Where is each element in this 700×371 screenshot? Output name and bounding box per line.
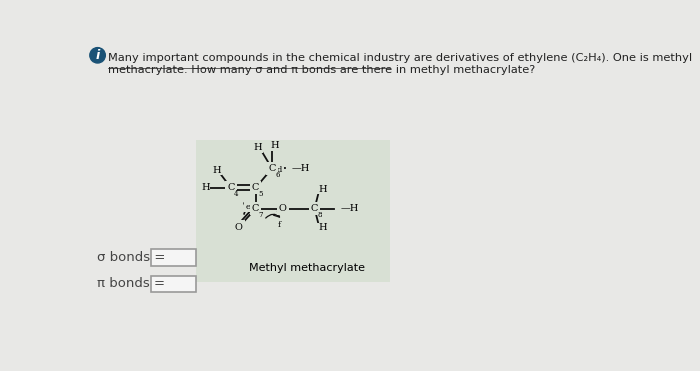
Text: Many important compounds in the chemical industry are derivatives of ethylene (C: Many important compounds in the chemical… xyxy=(108,53,692,63)
Text: methacrylate. How many σ and π bonds are there in methyl methacrylate?: methacrylate. How many σ and π bonds are… xyxy=(108,65,536,75)
Text: 5: 5 xyxy=(259,190,263,198)
Text: —H: —H xyxy=(340,204,358,213)
Text: —H: —H xyxy=(291,164,309,173)
Text: i: i xyxy=(95,49,99,62)
Text: O: O xyxy=(234,223,243,232)
Text: H: H xyxy=(201,183,209,192)
FancyBboxPatch shape xyxy=(151,249,196,266)
Text: 7: 7 xyxy=(259,211,263,219)
Text: σ bonds =: σ bonds = xyxy=(97,250,165,263)
Text: π bonds =: π bonds = xyxy=(97,278,164,290)
Text: Methyl methacrylate: Methyl methacrylate xyxy=(248,263,365,273)
Text: H: H xyxy=(318,223,327,232)
Text: 6: 6 xyxy=(275,171,279,179)
Text: e: e xyxy=(246,203,251,211)
Text: H: H xyxy=(318,185,327,194)
Text: 4: 4 xyxy=(234,190,239,198)
Text: 8: 8 xyxy=(318,211,322,219)
FancyBboxPatch shape xyxy=(196,140,390,282)
FancyBboxPatch shape xyxy=(151,276,196,292)
Text: C: C xyxy=(252,204,260,213)
Text: H: H xyxy=(253,143,262,152)
Text: H: H xyxy=(213,165,221,174)
Text: d: d xyxy=(277,166,282,174)
Text: C: C xyxy=(228,183,234,192)
Circle shape xyxy=(90,47,105,63)
Text: O: O xyxy=(279,204,287,213)
Text: f: f xyxy=(277,221,281,230)
Text: C: C xyxy=(268,164,276,173)
Text: C: C xyxy=(252,183,260,192)
Text: C: C xyxy=(311,204,318,213)
Text: H: H xyxy=(271,141,279,150)
